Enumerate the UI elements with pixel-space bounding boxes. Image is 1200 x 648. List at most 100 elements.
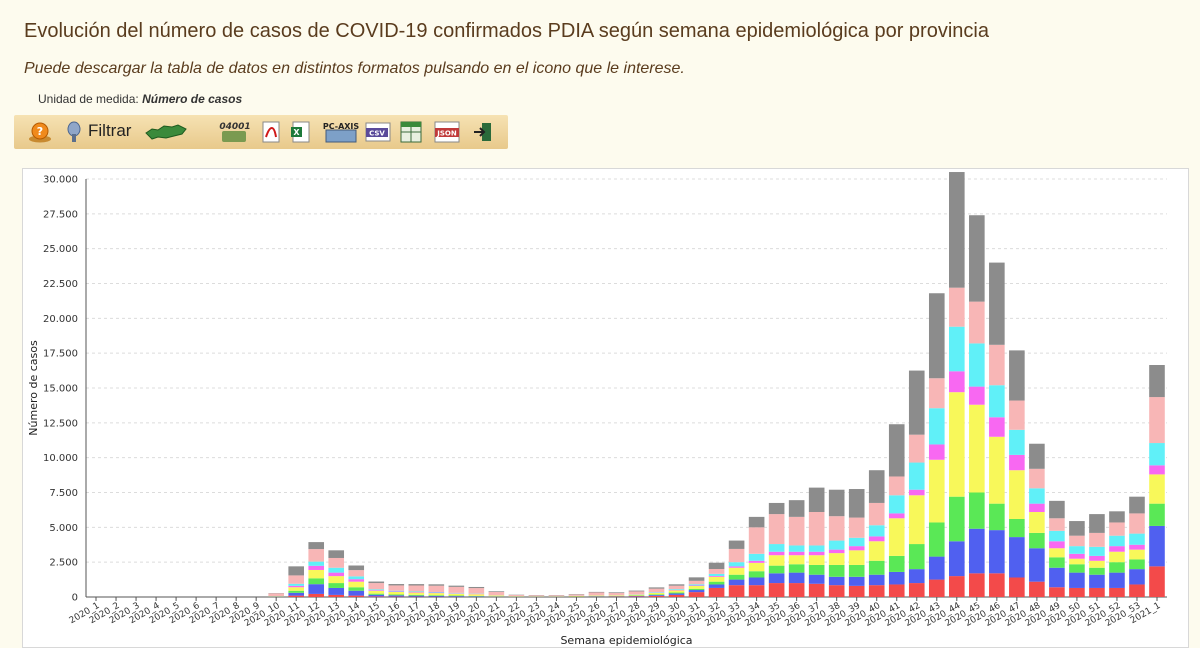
- bar-segment: [969, 573, 985, 597]
- pdf-icon[interactable]: [260, 121, 284, 143]
- bar-segment: [908, 489, 925, 496]
- bar-segment: [888, 571, 905, 585]
- spreadsheet-icon[interactable]: [398, 121, 424, 143]
- bar-segment: [888, 555, 905, 572]
- excel-icon[interactable]: X: [290, 121, 314, 143]
- bar-segment: [949, 287, 965, 327]
- bar-segment: [668, 593, 685, 595]
- bar-segment: [348, 595, 365, 597]
- bar-segment: [1129, 549, 1145, 560]
- bar-segment: [388, 584, 405, 586]
- bar-segment: [1149, 503, 1165, 526]
- bar-segment: [328, 594, 345, 597]
- bar-segment: [368, 589, 385, 591]
- bar-segment: [628, 594, 645, 596]
- bar-segment: [848, 564, 865, 577]
- toolbar: ? Filtrar 04001 X PC-AXIS CSV JSON: [14, 115, 508, 149]
- bar-segment: [1009, 350, 1025, 401]
- bar-segment: [488, 591, 505, 596]
- help-icon[interactable]: ?: [28, 121, 52, 143]
- bar-segment: [1049, 557, 1065, 568]
- bar-segment: [748, 571, 765, 578]
- bar-segment: [688, 585, 705, 586]
- bar-segment: [328, 576, 345, 584]
- bar-segment: [408, 594, 425, 596]
- bar-segment: [408, 592, 425, 595]
- bar-segment: [949, 326, 965, 372]
- bar-segment: [989, 530, 1005, 574]
- bar-segment: [668, 590, 685, 593]
- bar-segment: [728, 548, 745, 563]
- andalucia-map-icon[interactable]: [144, 121, 188, 143]
- bar-segment: [668, 585, 685, 590]
- bar-segment: [949, 371, 965, 393]
- bar-segment: [428, 592, 445, 594]
- download-instructions: Puede descargar la tabla de datos en dis…: [24, 60, 685, 77]
- y-tick-label: 12.500: [43, 418, 78, 429]
- bar-segment: [488, 595, 505, 597]
- pc-axis-icon[interactable]: PC-AXIS: [320, 121, 362, 143]
- bar-segment: [348, 576, 365, 580]
- bar-segment: [1149, 474, 1165, 504]
- bar-segment: [348, 565, 365, 571]
- bar-segment: [348, 587, 365, 591]
- bar-segment: [408, 592, 425, 593]
- filter-label[interactable]: Filtrar: [88, 121, 132, 140]
- bar-segment: [1009, 400, 1025, 430]
- code-04001-icon[interactable]: 04001: [218, 121, 252, 143]
- bar-segment: [708, 573, 725, 576]
- bar-segment: [448, 596, 465, 597]
- json-icon[interactable]: JSON: [432, 121, 464, 143]
- bar-segment: [928, 556, 945, 580]
- chart-frame: 0 2.500 5.000 7.500 10.000 12.500 15.000 17.500…: [22, 168, 1189, 648]
- bar-segment: [1149, 465, 1165, 475]
- bar-segment: [648, 592, 665, 595]
- bar-segment: [808, 583, 825, 597]
- bar-segment: [708, 575, 725, 577]
- bar-segment: [348, 590, 365, 596]
- bar-segment: [969, 301, 985, 344]
- bar-segment: [1029, 532, 1045, 549]
- bar-segment: [308, 569, 325, 579]
- bar-segment: [388, 595, 405, 597]
- bar-segment: [848, 576, 865, 586]
- bar-segment: [388, 591, 405, 595]
- bar-segment: [308, 584, 325, 594]
- bar-segment: [768, 502, 785, 515]
- bar-segment: [508, 594, 525, 597]
- bar-segment: [949, 392, 965, 497]
- bar-segment: [1069, 572, 1085, 588]
- bar-segment: [348, 570, 365, 577]
- bar-segment: [448, 586, 465, 593]
- bar-segment: [288, 575, 304, 584]
- bar-segment: [1089, 567, 1105, 575]
- bar-segment: [1049, 567, 1065, 588]
- bar-segment: [1089, 555, 1105, 561]
- bar-segment: [768, 544, 785, 552]
- bar-segment: [648, 595, 665, 596]
- csv-icon[interactable]: CSV: [364, 121, 392, 143]
- bar-segment: [1049, 541, 1065, 549]
- exit-icon[interactable]: [472, 121, 494, 143]
- bar-segment: [989, 573, 1005, 597]
- bar-segment: [1029, 443, 1045, 469]
- bar-segment: [688, 584, 705, 586]
- bar-segment: [1009, 429, 1025, 455]
- bar-segment: [1009, 454, 1025, 471]
- bar-segment: [848, 550, 865, 565]
- bar-segment: [1049, 587, 1065, 597]
- bar-segment: [1089, 574, 1105, 588]
- bar-segment: [648, 588, 665, 593]
- bar-segment: [808, 574, 825, 584]
- filter-icon[interactable]: [64, 121, 84, 143]
- bar-segment: [448, 595, 465, 597]
- bar-segment: [1149, 525, 1165, 567]
- unit-label: Unidad de medida:: [38, 92, 139, 106]
- bar-segment: [868, 525, 885, 537]
- bar-segment: [868, 470, 885, 503]
- bar-segment: [368, 593, 385, 595]
- bar-segment: [708, 584, 725, 588]
- bar-segment: [788, 516, 805, 546]
- bar-segment: [428, 593, 445, 596]
- bar-segment: [1089, 587, 1105, 597]
